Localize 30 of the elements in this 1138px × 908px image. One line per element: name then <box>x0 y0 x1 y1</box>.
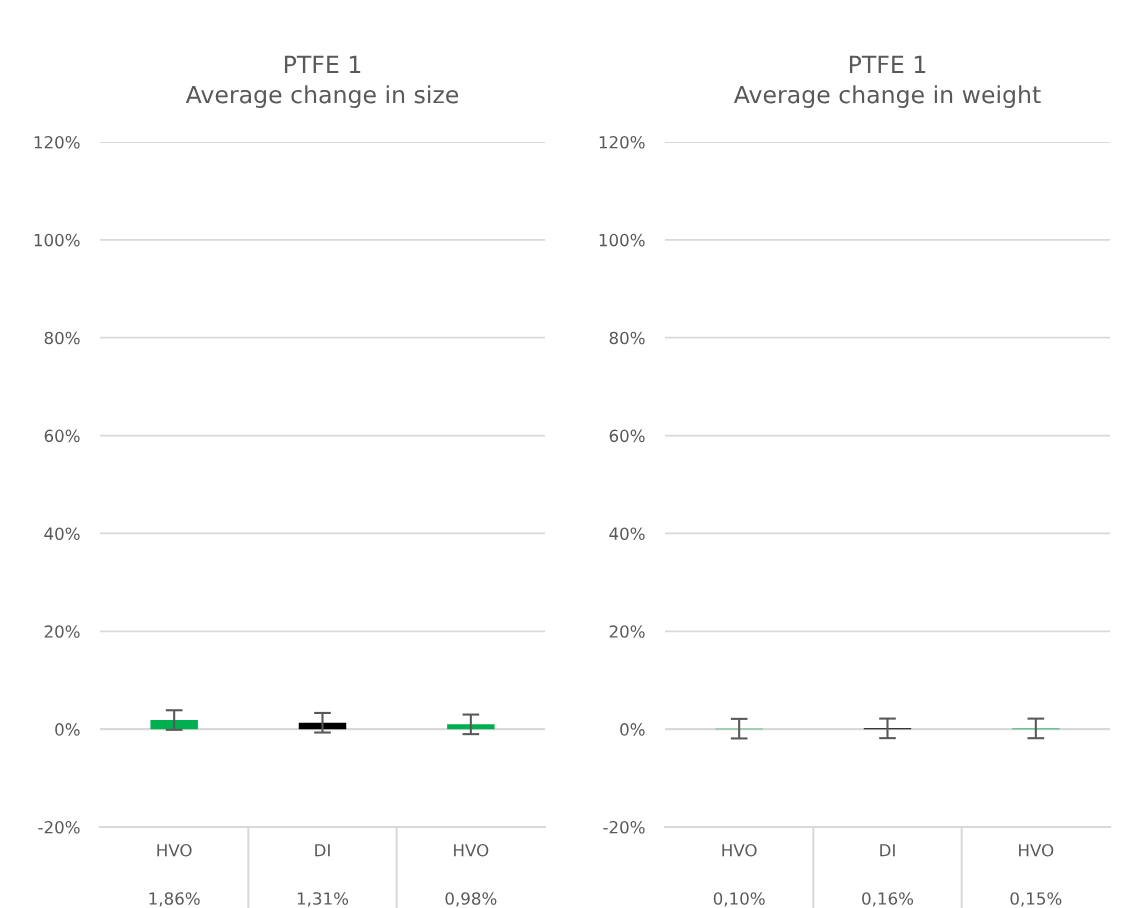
y-tick-label: -20% <box>38 820 80 834</box>
y-tick-label: 60% <box>609 429 645 443</box>
data-label: 0,98% <box>445 892 497 907</box>
chart-title: PTFE 1 Average change in size <box>185 55 459 109</box>
x-tick-label: DI <box>880 844 895 857</box>
x-tick-label: HVO <box>1019 843 1054 857</box>
y-tick-label: 60% <box>44 429 80 443</box>
x-tick-label: HVO <box>454 843 489 857</box>
y-tick-label: -20% <box>603 820 645 834</box>
y-tick-label: 100% <box>599 233 645 247</box>
y-tick-label: 80% <box>44 331 80 345</box>
y-tick-label: 80% <box>609 331 645 345</box>
data-label: 0,10% <box>713 892 765 907</box>
data-label: 0,16% <box>862 892 914 907</box>
data-label: 1,31% <box>297 892 349 907</box>
y-tick-label: 40% <box>44 527 80 540</box>
data-label: 0,15% <box>1010 892 1062 907</box>
y-tick-label: 120% <box>34 135 80 149</box>
x-tick-label: HVO <box>722 843 757 857</box>
y-tick-label: 40% <box>609 527 645 540</box>
y-tick-label: 0% <box>620 723 645 736</box>
y-tick-label: 120% <box>599 135 645 149</box>
y-tick-label: 20% <box>609 625 645 638</box>
y-tick-label: 0% <box>55 723 80 736</box>
x-tick-label: DI <box>315 844 330 857</box>
y-tick-label: 20% <box>44 625 80 638</box>
chart-title: PTFE 1 Average change in weight <box>733 55 1041 109</box>
y-tick-label: 100% <box>34 233 80 247</box>
x-tick-label: HVO <box>157 843 192 857</box>
data-label: 1,86% <box>149 892 200 907</box>
